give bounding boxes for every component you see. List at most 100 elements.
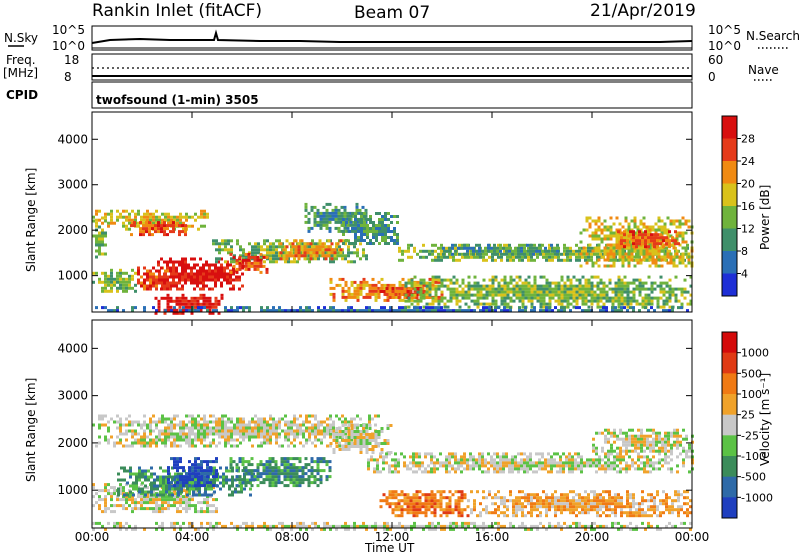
data-cell xyxy=(662,293,666,297)
data-cell xyxy=(187,299,191,303)
data-cell xyxy=(286,457,290,461)
data-cell xyxy=(293,257,296,261)
data-cell xyxy=(437,246,440,250)
data-cell xyxy=(588,234,592,238)
data-cell xyxy=(172,278,175,282)
data-cell xyxy=(365,309,368,313)
data-cell xyxy=(295,478,299,482)
data-cell xyxy=(250,472,254,476)
data-cell xyxy=(443,302,447,306)
data-cell xyxy=(503,287,507,291)
data-cell xyxy=(128,429,131,433)
data-cell xyxy=(624,228,628,232)
data-cell xyxy=(194,466,197,470)
data-cell xyxy=(348,242,351,245)
data-cell xyxy=(413,283,417,287)
data-cell xyxy=(422,281,426,285)
data-cell xyxy=(545,278,549,282)
data-cell xyxy=(242,309,245,313)
data-cell xyxy=(131,510,134,514)
data-cell xyxy=(149,417,152,421)
data-cell xyxy=(427,464,430,468)
data-cell xyxy=(623,230,626,234)
data-cell xyxy=(101,243,104,247)
data-cell xyxy=(620,245,623,249)
data-cell xyxy=(323,435,326,439)
data-cell xyxy=(596,281,600,285)
data-cell xyxy=(413,289,417,293)
data-cell xyxy=(368,292,372,296)
data-cell xyxy=(242,417,245,421)
data-cell xyxy=(590,302,594,306)
data-cell xyxy=(230,417,233,421)
data-cell xyxy=(521,305,525,309)
data-cell xyxy=(197,423,200,427)
data-cell xyxy=(464,302,468,306)
data-cell xyxy=(401,306,404,310)
data-cell xyxy=(281,444,284,448)
data-cell xyxy=(518,278,522,282)
data-cell xyxy=(205,302,209,306)
data-cell xyxy=(230,260,233,264)
data-cell xyxy=(356,286,360,290)
data-cell xyxy=(164,498,167,502)
data-cell xyxy=(488,306,491,310)
data-cell xyxy=(176,460,179,464)
data-cell xyxy=(285,257,289,261)
data-cell xyxy=(173,466,176,470)
data-cell xyxy=(461,281,465,285)
data-cell xyxy=(410,284,414,288)
data-cell xyxy=(238,264,242,268)
data-cell xyxy=(122,498,125,502)
data-cell xyxy=(623,239,626,243)
data-cell xyxy=(125,224,128,228)
data-cell xyxy=(482,309,485,313)
data-cell xyxy=(365,283,369,287)
data-cell xyxy=(260,257,263,261)
data-cell xyxy=(532,252,535,256)
data-cell xyxy=(467,284,471,288)
data-cell xyxy=(357,224,360,227)
data-cell xyxy=(375,230,378,233)
data-cell xyxy=(301,466,305,470)
data-cell xyxy=(344,436,348,439)
data-cell xyxy=(152,278,155,282)
data-cell xyxy=(104,489,107,493)
data-cell xyxy=(582,246,586,250)
data-cell xyxy=(329,442,333,445)
data-cell xyxy=(98,249,101,253)
data-cell xyxy=(167,423,170,427)
data-cell xyxy=(430,458,433,462)
data-cell xyxy=(356,426,359,430)
data-cell xyxy=(615,240,619,244)
data-cell xyxy=(294,251,298,255)
data-cell xyxy=(538,249,541,253)
data-cell xyxy=(173,441,176,445)
data-cell xyxy=(332,423,335,427)
data-cell xyxy=(268,460,272,464)
data-cell xyxy=(207,484,210,488)
data-cell xyxy=(563,258,566,262)
data-cell xyxy=(614,299,618,303)
data-cell xyxy=(653,309,656,313)
data-cell xyxy=(188,444,191,448)
data-cell xyxy=(266,239,269,243)
data-cell xyxy=(387,218,390,221)
data-cell xyxy=(164,432,167,436)
data-cell xyxy=(356,248,359,252)
data-cell xyxy=(548,309,551,313)
data-cell xyxy=(675,252,679,256)
data-cell xyxy=(377,430,381,433)
data-cell xyxy=(181,302,185,306)
data-cell xyxy=(398,309,401,313)
data-cell xyxy=(233,429,236,433)
data-cell xyxy=(511,249,514,253)
data-cell xyxy=(268,457,272,461)
data-cell xyxy=(131,218,134,222)
data-cell xyxy=(140,498,143,502)
data-cell xyxy=(235,270,239,274)
data-cell xyxy=(332,298,336,302)
data-cell xyxy=(260,309,263,313)
data-cell xyxy=(597,219,601,223)
data-cell xyxy=(110,268,113,272)
